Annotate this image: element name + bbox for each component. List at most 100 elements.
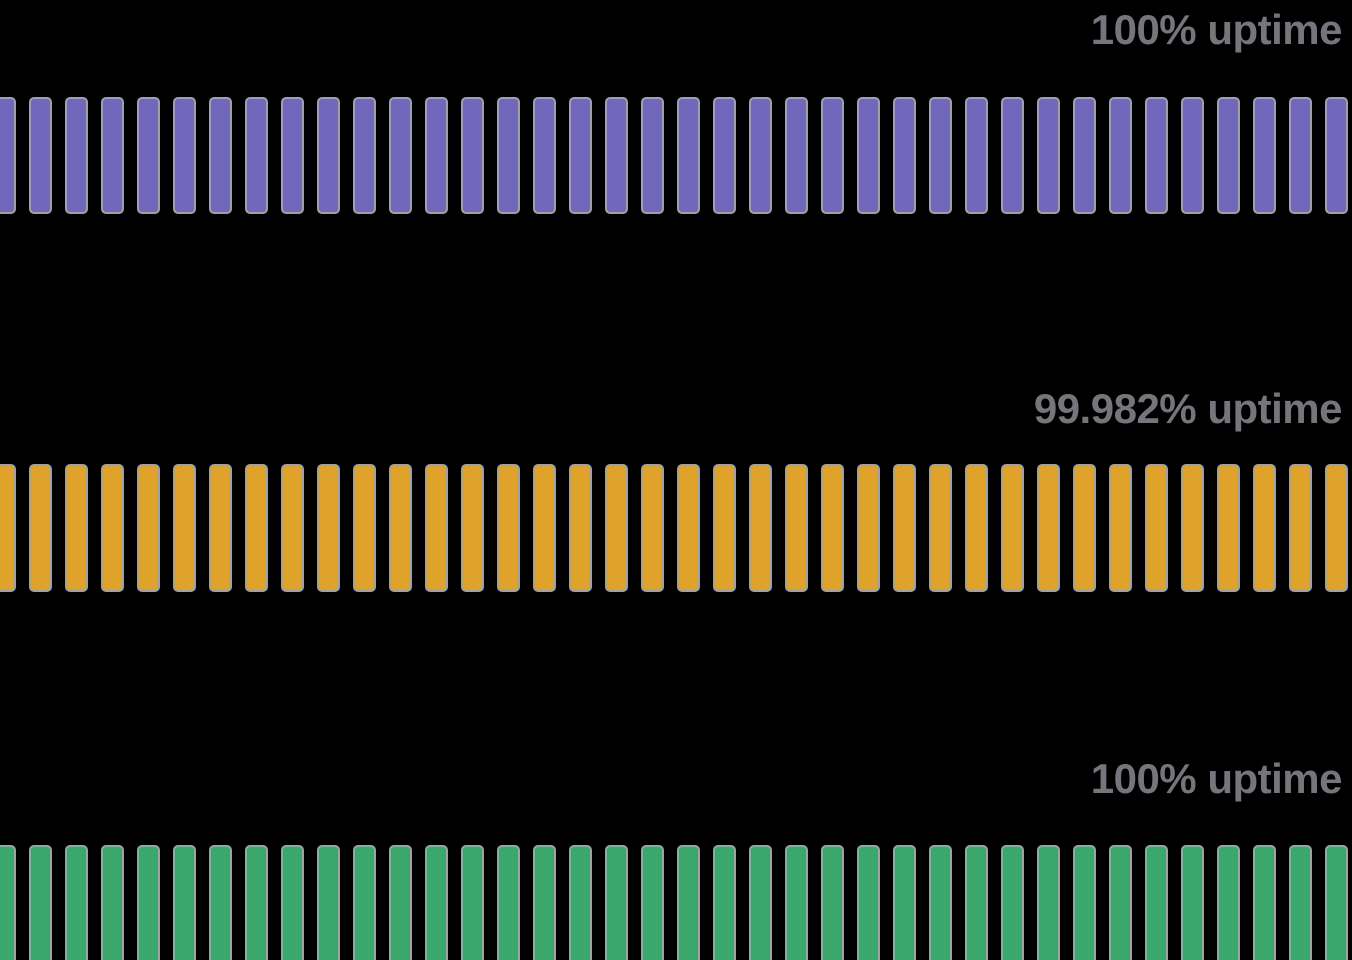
uptime-day-bar[interactable] <box>497 464 520 592</box>
uptime-day-bar[interactable] <box>533 845 556 960</box>
uptime-day-bar[interactable] <box>0 97 16 214</box>
uptime-day-bar[interactable] <box>137 845 160 960</box>
uptime-day-bar[interactable] <box>569 464 592 592</box>
uptime-day-bar[interactable] <box>1001 97 1024 214</box>
uptime-day-bar[interactable] <box>785 464 808 592</box>
uptime-day-bar[interactable] <box>317 464 340 592</box>
uptime-day-bar[interactable] <box>1073 97 1096 214</box>
uptime-day-bar[interactable] <box>209 464 232 592</box>
uptime-day-bar[interactable] <box>677 845 700 960</box>
uptime-day-bar[interactable] <box>65 845 88 960</box>
uptime-day-bar[interactable] <box>641 97 664 214</box>
uptime-day-bar[interactable] <box>1181 845 1204 960</box>
uptime-day-bar[interactable] <box>713 845 736 960</box>
uptime-day-bar[interactable] <box>1073 464 1096 592</box>
uptime-day-bar[interactable] <box>533 97 556 214</box>
uptime-day-bar[interactable] <box>497 845 520 960</box>
uptime-day-bar[interactable] <box>497 97 520 214</box>
uptime-day-bar[interactable] <box>641 464 664 592</box>
uptime-day-bar[interactable] <box>173 97 196 214</box>
uptime-day-bar[interactable] <box>353 97 376 214</box>
uptime-day-bar[interactable] <box>821 845 844 960</box>
uptime-day-bar[interactable] <box>1253 97 1276 214</box>
uptime-day-bar[interactable] <box>1217 464 1240 592</box>
uptime-day-bar[interactable] <box>1145 845 1168 960</box>
uptime-day-bar[interactable] <box>749 845 772 960</box>
uptime-day-bar[interactable] <box>425 464 448 592</box>
uptime-day-bar[interactable] <box>101 845 124 960</box>
uptime-day-bar[interactable] <box>65 464 88 592</box>
uptime-day-bar[interactable] <box>101 97 124 214</box>
uptime-day-bar[interactable] <box>1217 97 1240 214</box>
uptime-day-bar[interactable] <box>929 464 952 592</box>
uptime-day-bar[interactable] <box>317 97 340 214</box>
uptime-day-bar[interactable] <box>605 97 628 214</box>
uptime-day-bar[interactable] <box>929 97 952 214</box>
uptime-day-bar[interactable] <box>1325 97 1348 214</box>
uptime-day-bar[interactable] <box>281 845 304 960</box>
uptime-day-bar[interactable] <box>677 464 700 592</box>
uptime-day-bar[interactable] <box>857 845 880 960</box>
uptime-day-bar[interactable] <box>1181 97 1204 214</box>
uptime-day-bar[interactable] <box>893 845 916 960</box>
uptime-day-bar[interactable] <box>1253 464 1276 592</box>
uptime-day-bar[interactable] <box>65 97 88 214</box>
uptime-day-bar[interactable] <box>533 464 556 592</box>
uptime-day-bar[interactable] <box>353 464 376 592</box>
uptime-day-bar[interactable] <box>389 97 412 214</box>
uptime-day-bar[interactable] <box>713 464 736 592</box>
uptime-day-bar[interactable] <box>605 464 628 592</box>
uptime-day-bar[interactable] <box>137 97 160 214</box>
uptime-day-bar[interactable] <box>29 97 52 214</box>
uptime-day-bar[interactable] <box>965 97 988 214</box>
uptime-day-bar[interactable] <box>0 845 16 960</box>
uptime-day-bar[interactable] <box>173 845 196 960</box>
uptime-day-bar[interactable] <box>1325 464 1348 592</box>
uptime-day-bar[interactable] <box>1181 464 1204 592</box>
uptime-day-bar[interactable] <box>1145 97 1168 214</box>
uptime-day-bar[interactable] <box>785 97 808 214</box>
uptime-day-bar[interactable] <box>1037 97 1060 214</box>
uptime-day-bar[interactable] <box>389 464 412 592</box>
uptime-day-bar[interactable] <box>821 97 844 214</box>
uptime-day-bar[interactable] <box>389 845 412 960</box>
uptime-day-bar[interactable] <box>1145 464 1168 592</box>
uptime-day-bar[interactable] <box>425 845 448 960</box>
uptime-day-bar[interactable] <box>569 845 592 960</box>
uptime-day-bar[interactable] <box>1001 845 1024 960</box>
uptime-day-bar[interactable] <box>0 464 16 592</box>
uptime-day-bar[interactable] <box>677 97 700 214</box>
uptime-day-bar[interactable] <box>893 97 916 214</box>
uptime-day-bar[interactable] <box>209 97 232 214</box>
uptime-day-bar[interactable] <box>29 464 52 592</box>
uptime-day-bar[interactable] <box>929 845 952 960</box>
uptime-day-bar[interactable] <box>101 464 124 592</box>
uptime-day-bar[interactable] <box>1217 845 1240 960</box>
uptime-day-bar[interactable] <box>1109 97 1132 214</box>
uptime-day-bar[interactable] <box>461 845 484 960</box>
uptime-day-bar[interactable] <box>893 464 916 592</box>
uptime-day-bar[interactable] <box>137 464 160 592</box>
uptime-day-bar[interactable] <box>245 845 268 960</box>
uptime-day-bar[interactable] <box>641 845 664 960</box>
uptime-day-bar[interactable] <box>965 464 988 592</box>
uptime-day-bar[interactable] <box>821 464 844 592</box>
uptime-day-bar[interactable] <box>1325 845 1348 960</box>
uptime-day-bar[interactable] <box>1109 464 1132 592</box>
uptime-day-bar[interactable] <box>461 97 484 214</box>
uptime-day-bar[interactable] <box>1289 97 1312 214</box>
uptime-day-bar[interactable] <box>749 464 772 592</box>
uptime-day-bar[interactable] <box>605 845 628 960</box>
uptime-day-bar[interactable] <box>245 97 268 214</box>
uptime-day-bar[interactable] <box>1289 464 1312 592</box>
uptime-day-bar[interactable] <box>173 464 196 592</box>
uptime-day-bar[interactable] <box>281 464 304 592</box>
uptime-day-bar[interactable] <box>857 97 880 214</box>
uptime-day-bar[interactable] <box>29 845 52 960</box>
uptime-day-bar[interactable] <box>965 845 988 960</box>
uptime-day-bar[interactable] <box>1073 845 1096 960</box>
uptime-day-bar[interactable] <box>353 845 376 960</box>
uptime-day-bar[interactable] <box>245 464 268 592</box>
uptime-day-bar[interactable] <box>749 97 772 214</box>
uptime-day-bar[interactable] <box>1289 845 1312 960</box>
